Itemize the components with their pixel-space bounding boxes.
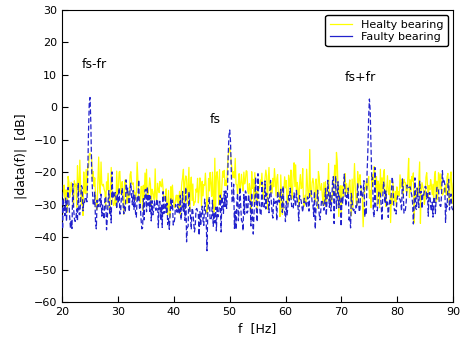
Text: fs-fr: fs-fr: [82, 58, 107, 71]
Legend: Healty bearing, Faulty bearing: Healty bearing, Faulty bearing: [325, 15, 448, 46]
Faulty bearing: [451, 208, 456, 212]
Faulty bearing: [249, 191, 254, 195]
Faulty bearing: [247, 200, 252, 205]
Healty bearing: [293, 163, 298, 167]
Faulty bearing: [443, 220, 448, 224]
X-axis label: f  [Hz]: f [Hz]: [239, 323, 277, 335]
Y-axis label: |data(f)|  [dB]: |data(f)| [dB]: [15, 113, 28, 199]
Healty bearing: [360, 225, 366, 229]
Text: fs+fr: fs+fr: [344, 71, 376, 84]
Line: Healty bearing: Healty bearing: [62, 148, 453, 227]
Faulty bearing: [273, 200, 278, 205]
Healty bearing: [272, 166, 277, 171]
Healty bearing: [248, 211, 254, 215]
Faulty bearing: [204, 249, 210, 253]
Faulty bearing: [59, 183, 65, 187]
Healty bearing: [246, 192, 251, 196]
Faulty bearing: [382, 185, 387, 190]
Line: Faulty bearing: Faulty bearing: [62, 97, 453, 251]
Healty bearing: [451, 181, 456, 185]
Healty bearing: [443, 183, 448, 187]
Healty bearing: [227, 146, 233, 150]
Faulty bearing: [87, 95, 93, 100]
Healty bearing: [382, 167, 387, 172]
Healty bearing: [59, 167, 65, 172]
Faulty bearing: [294, 188, 299, 192]
Text: fs: fs: [210, 113, 221, 126]
